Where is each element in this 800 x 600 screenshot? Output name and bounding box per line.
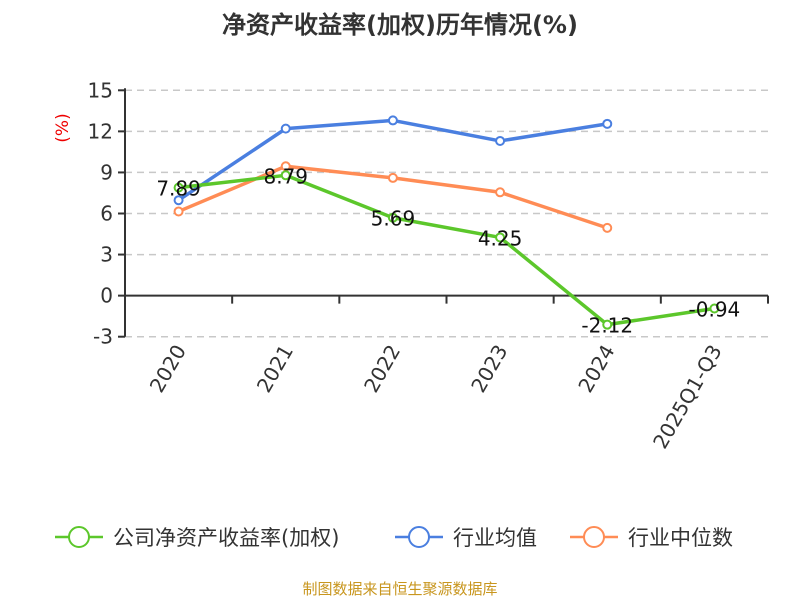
series-line-0 [178, 173, 715, 327]
x-tick-label: 2022 [359, 341, 405, 397]
data-point [173, 206, 184, 217]
y-tick-label: -3 [93, 325, 113, 349]
data-point [495, 135, 506, 146]
data-point [387, 115, 398, 126]
x-tick-label: 2025Q1-Q3 [648, 341, 727, 453]
y-tick-label: 6 [100, 202, 113, 226]
data-point [602, 118, 613, 129]
y-tick-label: 15 [88, 78, 113, 102]
y-tick-label: 0 [100, 284, 113, 308]
data-label: 4.25 [478, 226, 523, 250]
x-tick-label: 2023 [466, 341, 512, 397]
chart-title: 净资产收益率(加权)历年情况(%) [222, 11, 578, 39]
legend-label: 行业均值 [453, 526, 537, 550]
footer-source: 制图数据来自恒生聚源数据库 [302, 580, 497, 598]
data-point [280, 170, 291, 181]
x-tick-label: 2024 [573, 341, 619, 397]
y-tick-label: 12 [88, 119, 113, 143]
data-point [387, 212, 398, 223]
data-label: -2.12 [581, 314, 633, 338]
data-label: 7.89 [156, 177, 201, 201]
legend-label: 公司净资产收益率(加权) [113, 526, 339, 550]
y-tick-label: 9 [100, 160, 113, 184]
data-point [280, 161, 291, 172]
x-tick-label: 2021 [252, 341, 298, 397]
data-point [602, 319, 613, 330]
data-point [709, 303, 720, 314]
data-point [280, 123, 291, 134]
legend-marker-icon [408, 526, 430, 548]
series-line-1 [177, 118, 608, 202]
data-point [387, 172, 398, 183]
data-point [173, 195, 184, 206]
data-point [602, 222, 613, 233]
data-label: 5.69 [371, 207, 416, 231]
y-tick-label: 3 [100, 243, 113, 267]
data-label: -0.94 [689, 298, 741, 322]
data-point [173, 182, 184, 193]
data-point [495, 187, 506, 198]
x-tick-label: 2020 [145, 341, 191, 397]
y-axis-label: (%) [53, 113, 73, 142]
legend-label: 行业中位数 [628, 526, 733, 550]
legend-marker-icon [583, 526, 605, 548]
data-label: 8.79 [263, 164, 308, 188]
legend-marker-icon [68, 526, 90, 548]
data-point [495, 232, 506, 243]
